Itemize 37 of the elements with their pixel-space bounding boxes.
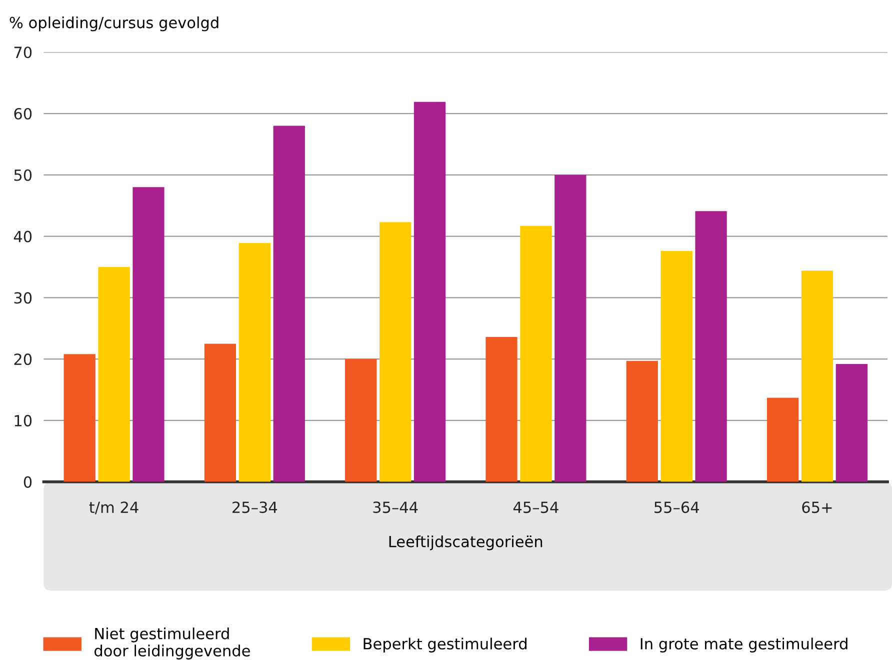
x-tick-label: t/m 24 <box>89 502 138 514</box>
bar <box>98 266 130 482</box>
y-tick-label: 40 <box>14 230 32 242</box>
bar <box>801 270 834 482</box>
bar <box>273 126 305 482</box>
bar <box>204 344 236 482</box>
bar <box>238 243 270 482</box>
y-tick-label: 50 <box>14 169 32 181</box>
bar <box>132 187 164 482</box>
bar <box>695 211 727 482</box>
bar <box>660 251 692 482</box>
y-tick-label: 10 <box>14 414 32 426</box>
bar <box>345 359 377 482</box>
x-tick-label: 35–44 <box>373 502 418 514</box>
y-tick-label: 30 <box>14 292 32 304</box>
bar <box>520 226 552 482</box>
bar <box>766 398 799 482</box>
y-axis-title: % opleiding/cursus gevolgd <box>10 16 218 32</box>
y-tick-label: 60 <box>14 108 32 120</box>
y-tick-label: 20 <box>14 354 32 366</box>
x-tick-label: 55–64 <box>654 502 699 514</box>
bar <box>414 102 446 482</box>
legend-label: Beperkt gestimuleerd <box>364 638 526 652</box>
x-axis-title: Leeftijdscategorieën <box>389 535 542 550</box>
x-tick-label: 65+ <box>802 502 832 514</box>
y-tick-label: 70 <box>14 46 32 58</box>
x-tick-label: 45–54 <box>513 502 558 514</box>
bar <box>486 336 518 482</box>
bar <box>64 354 96 482</box>
bar <box>379 222 412 482</box>
x-tick-label: 25–34 <box>232 502 278 514</box>
bar <box>554 174 586 482</box>
y-tick-label: 0 <box>24 476 32 488</box>
bar <box>836 364 868 482</box>
legend-label: In grote mate gestimuleerd <box>640 638 848 652</box>
legend-label: Niet gestimuleerd door leidinggevende <box>94 628 250 660</box>
bar <box>626 360 658 482</box>
